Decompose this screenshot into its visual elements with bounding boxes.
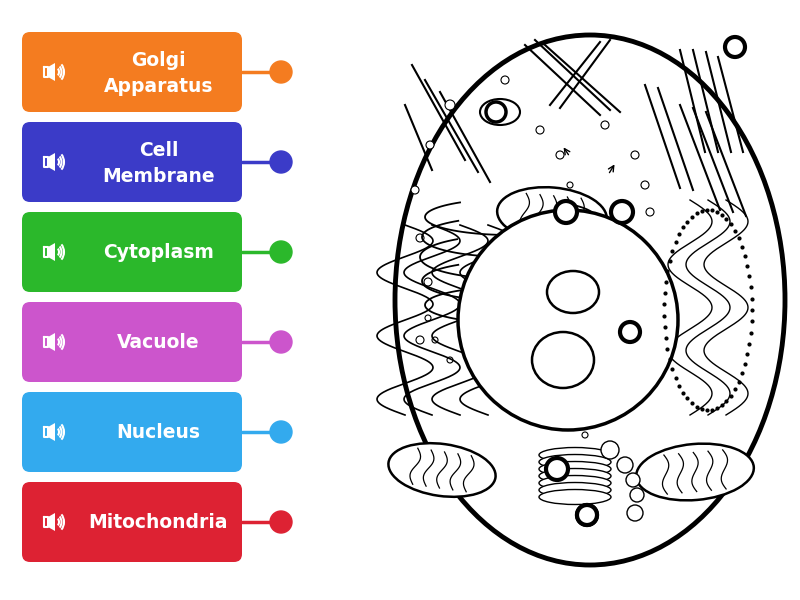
FancyBboxPatch shape: [22, 302, 242, 382]
Ellipse shape: [539, 482, 611, 497]
Circle shape: [432, 337, 438, 343]
Circle shape: [411, 186, 419, 194]
FancyBboxPatch shape: [22, 32, 242, 112]
Circle shape: [416, 336, 424, 344]
Text: Golgi: Golgi: [131, 50, 186, 70]
Circle shape: [620, 322, 640, 342]
Circle shape: [416, 234, 424, 242]
Ellipse shape: [539, 455, 611, 469]
Circle shape: [424, 278, 432, 286]
Ellipse shape: [547, 271, 599, 313]
Circle shape: [477, 377, 483, 383]
Circle shape: [445, 100, 455, 110]
Circle shape: [270, 331, 292, 353]
Ellipse shape: [532, 332, 594, 388]
Ellipse shape: [539, 475, 611, 491]
Circle shape: [536, 126, 544, 134]
Text: Cell: Cell: [138, 140, 178, 160]
Circle shape: [631, 151, 639, 159]
Text: Mitochondria: Mitochondria: [89, 512, 228, 532]
Text: Nucleus: Nucleus: [117, 422, 200, 442]
Circle shape: [636, 376, 644, 384]
Circle shape: [567, 182, 573, 188]
Circle shape: [601, 121, 609, 129]
Polygon shape: [48, 513, 55, 531]
Ellipse shape: [389, 443, 495, 497]
Circle shape: [617, 457, 633, 473]
Circle shape: [426, 141, 434, 149]
FancyBboxPatch shape: [22, 212, 242, 292]
Circle shape: [646, 208, 654, 216]
Circle shape: [447, 357, 453, 363]
Circle shape: [546, 458, 568, 480]
Circle shape: [582, 432, 588, 438]
Circle shape: [270, 151, 292, 173]
Circle shape: [601, 441, 619, 459]
Polygon shape: [48, 423, 55, 441]
Text: Cytoplasm: Cytoplasm: [103, 242, 214, 262]
Ellipse shape: [539, 448, 611, 463]
Circle shape: [555, 201, 577, 223]
Circle shape: [501, 76, 509, 84]
Text: Vacuole: Vacuole: [117, 332, 200, 352]
Text: Apparatus: Apparatus: [104, 77, 213, 96]
Circle shape: [626, 473, 640, 487]
Ellipse shape: [636, 443, 754, 500]
Circle shape: [577, 505, 597, 525]
Ellipse shape: [395, 35, 785, 565]
Circle shape: [270, 61, 292, 83]
Circle shape: [641, 181, 649, 189]
FancyBboxPatch shape: [22, 482, 242, 562]
Circle shape: [502, 392, 508, 398]
Ellipse shape: [539, 461, 611, 476]
Polygon shape: [48, 333, 55, 351]
Polygon shape: [48, 243, 55, 261]
Circle shape: [577, 505, 597, 525]
Circle shape: [725, 37, 745, 57]
Circle shape: [270, 421, 292, 443]
Ellipse shape: [539, 469, 611, 484]
Ellipse shape: [497, 187, 607, 243]
Ellipse shape: [480, 99, 520, 125]
FancyBboxPatch shape: [22, 122, 242, 202]
Ellipse shape: [539, 490, 611, 505]
Circle shape: [622, 407, 628, 413]
Circle shape: [630, 488, 644, 502]
Polygon shape: [48, 63, 55, 81]
FancyBboxPatch shape: [22, 392, 242, 472]
Circle shape: [627, 505, 643, 521]
Circle shape: [458, 210, 678, 430]
Circle shape: [527, 412, 533, 418]
Circle shape: [425, 315, 431, 321]
Text: Membrane: Membrane: [102, 167, 214, 186]
Circle shape: [556, 151, 564, 159]
Circle shape: [611, 201, 633, 223]
Circle shape: [270, 241, 292, 263]
Circle shape: [486, 102, 506, 122]
Polygon shape: [48, 153, 55, 171]
Circle shape: [270, 511, 292, 533]
